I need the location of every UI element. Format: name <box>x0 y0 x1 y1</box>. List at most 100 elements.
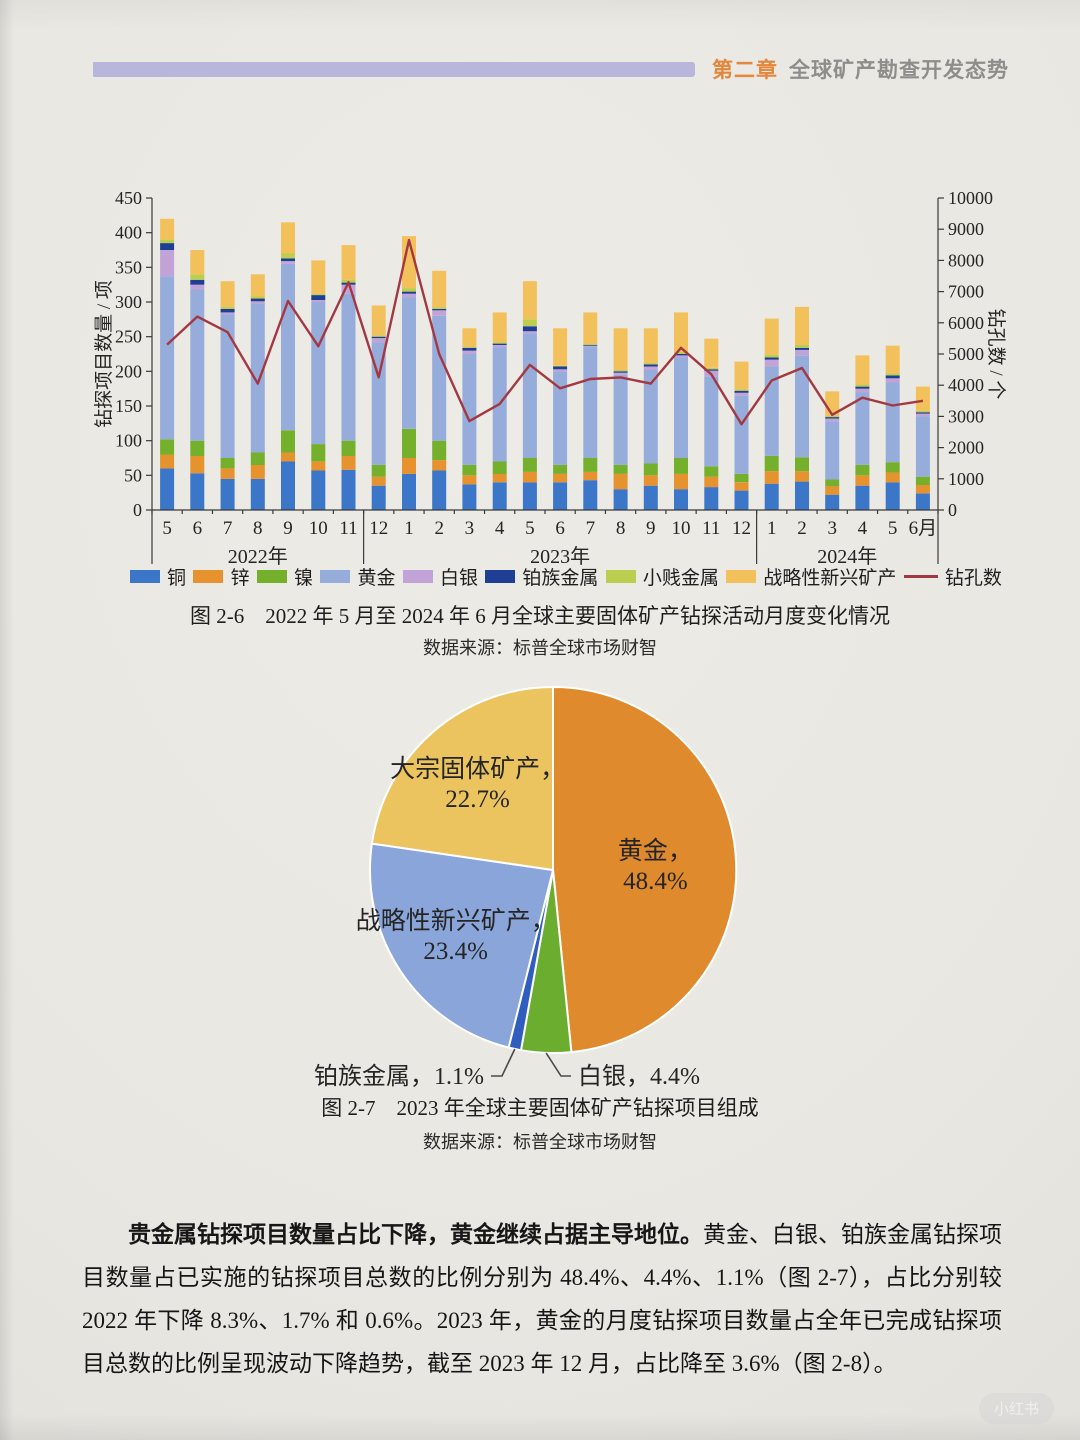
month-label: 1 <box>767 518 777 539</box>
bar-segment-白银 <box>553 369 568 372</box>
bar-segment-小贱金属 <box>613 369 628 372</box>
month-label: 2 <box>797 518 807 539</box>
bar-segment-白银 <box>915 413 930 417</box>
legend-line-swatch <box>903 574 938 578</box>
bar-segment-小贱金属 <box>190 274 205 280</box>
body-paragraph: 贵金属钻探项目数量占比下降，黄金继续占据主导地位。黄金、白银、铂族金属钻探项目数… <box>82 1213 1002 1385</box>
bar-segment-铜 <box>643 485 658 510</box>
bar-segment-铂族金属 <box>492 343 507 345</box>
bar-segment-小贱金属 <box>462 347 477 348</box>
bar-segment-铜 <box>795 481 809 510</box>
bar-segment-战略性新兴矿产 <box>885 345 900 374</box>
bar-segment-白银 <box>795 349 809 356</box>
bar-segment-锌 <box>825 486 840 495</box>
bar-segment-铜 <box>553 482 568 510</box>
bar-segment-锌 <box>371 476 386 486</box>
month-label: 9 <box>283 518 293 539</box>
bar-segment-铂族金属 <box>190 279 205 285</box>
legend-swatch <box>256 569 287 583</box>
right-axis-tick-label: 3000 <box>948 406 984 426</box>
bar-segment-镍 <box>915 476 930 485</box>
month-label: 12 <box>369 518 388 539</box>
bar-segment-白银 <box>613 372 628 375</box>
bar-segment-黄金 <box>432 315 447 441</box>
left-axis-tick-label: 100 <box>115 431 142 451</box>
legend-item: 小贱金属 <box>605 563 719 590</box>
bar-segment-镍 <box>462 464 477 476</box>
bar-segment-小贱金属 <box>704 367 719 370</box>
bar-segment-黄金 <box>795 355 809 458</box>
bar-segment-锌 <box>492 473 507 483</box>
bar-segment-锌 <box>281 452 295 462</box>
bar-segment-小贱金属 <box>583 343 598 345</box>
bar-segment-黄金 <box>371 342 386 465</box>
bar-segment-锌 <box>432 460 447 471</box>
legend-label: 黄金 <box>357 567 396 589</box>
bar-segment-铜 <box>402 473 416 510</box>
figure-2-7-chart: 黄金， 48.4% 战略性新兴矿产， 23.4% 大宗固体矿产， 22.7% 白银，4.4%… <box>314 686 738 1090</box>
bar-segment-铂族金属 <box>402 291 416 294</box>
bar-segment-锌 <box>402 458 416 474</box>
legend-swatch <box>402 569 433 583</box>
bar-segment-铂族金属 <box>583 345 598 346</box>
right-axis-tick-label: 10000 <box>948 188 993 208</box>
figure-2-7-caption: 图 2-7 2023 年全球主要固体矿产钻探项目组成 <box>321 1096 759 1120</box>
bar-segment-镍 <box>220 458 235 469</box>
figure-2-6-source: 数据来源：标普全球市场财智 <box>423 638 657 658</box>
bar-segment-战略性新兴矿产 <box>613 328 628 370</box>
month-label: 1 <box>404 518 414 539</box>
right-axis-tick-label: 0 <box>948 500 957 520</box>
bar-segment-铂族金属 <box>915 412 930 414</box>
bar-segment-锌 <box>885 472 900 483</box>
bar-segment-铂族金属 <box>795 347 809 350</box>
pie-slice-大宗固体矿产 <box>370 686 554 871</box>
bar-segment-小贱金属 <box>371 335 386 337</box>
bar-segment-小贱金属 <box>825 415 840 418</box>
bar-segment-铜 <box>915 493 930 510</box>
month-label: 3 <box>827 518 837 539</box>
bar-segment-铜 <box>764 483 779 510</box>
bar-segment-锌 <box>915 485 930 494</box>
bar-segment-战略性新兴矿产 <box>553 328 568 366</box>
body-rest: 黄金、白银、铂族金属钻探项目数量占已实施的钻探项目总数的比例分别为 48.4%、… <box>82 1222 1002 1376</box>
pie-slice-黄金 <box>552 686 738 1054</box>
month-label: 6 <box>555 518 565 539</box>
bar-segment-锌 <box>583 471 598 481</box>
bar-segment-锌 <box>613 473 628 490</box>
bar-segment-黄金 <box>855 392 870 465</box>
bar-segment-锌 <box>643 475 658 486</box>
bar-segment-铂族金属 <box>885 375 900 379</box>
bar-segment-小贱金属 <box>855 384 870 387</box>
chapter-number: 第二章 <box>712 59 778 82</box>
legend-item: 铜 <box>130 563 186 590</box>
bar-segment-铜 <box>250 478 265 510</box>
bar-segment-战略性新兴矿产 <box>915 386 930 411</box>
bar-segment-战略性新兴矿产 <box>311 260 326 294</box>
bar-segment-黄金 <box>250 303 265 453</box>
bar-segment-战略性新兴矿产 <box>160 218 175 240</box>
month-label: 11 <box>702 518 720 539</box>
bar-segment-镍 <box>704 466 719 477</box>
bar-segment-锌 <box>190 455 205 474</box>
legend-swatch <box>320 569 351 583</box>
bar-segment-黄金 <box>915 416 930 477</box>
month-label: 5 <box>525 518 535 539</box>
bar-segment-小贱金属 <box>734 389 749 391</box>
legend-item: 锌 <box>193 563 250 590</box>
bar-segment-铜 <box>341 469 356 510</box>
bar-segment-白银 <box>764 359 779 367</box>
bar-segment-铜 <box>885 482 900 510</box>
bar-segment-锌 <box>795 471 809 482</box>
bar-segment-镍 <box>795 457 809 472</box>
bar-segment-战略性新兴矿产 <box>795 306 809 345</box>
left-axis-tick-label: 50 <box>124 465 142 485</box>
bar-segment-镍 <box>402 428 416 458</box>
chapter-header-bar <box>93 62 695 77</box>
bar-segment-铂族金属 <box>553 366 568 370</box>
bar-segment-战略性新兴矿产 <box>704 338 719 368</box>
year-label: 2022年 <box>228 545 288 568</box>
bar-segment-黄金 <box>462 354 477 465</box>
legend-label: 钻孔数 <box>944 567 1002 589</box>
bar-segment-战略性新兴矿产 <box>855 355 870 385</box>
